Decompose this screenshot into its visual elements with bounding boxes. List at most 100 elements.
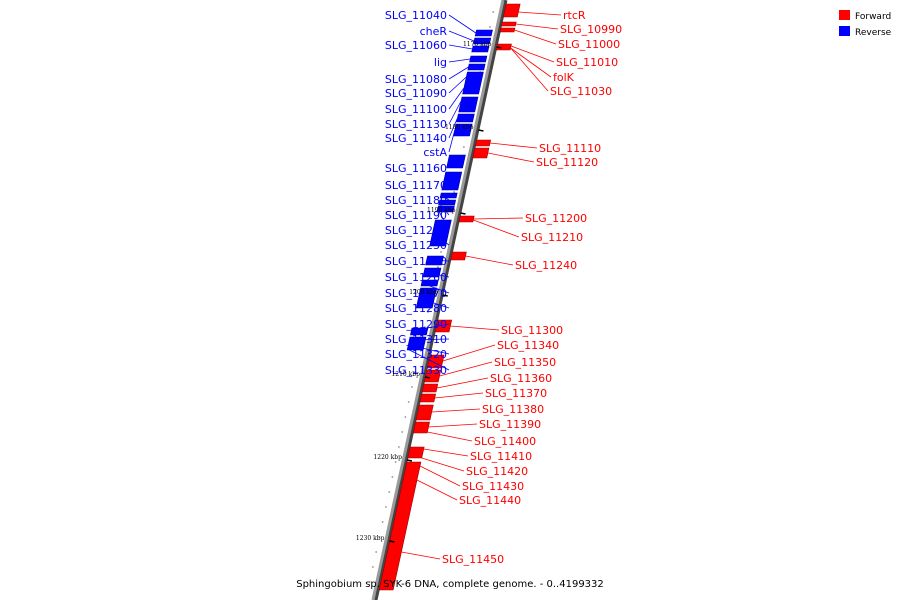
kbp-label: 1180 kbp <box>445 124 474 131</box>
gene-block <box>415 287 437 309</box>
forward-gene-label: SLG_11030 <box>550 85 612 98</box>
leader-line <box>444 174 450 186</box>
kbp-label: 1200 kbp <box>409 289 438 296</box>
leader-line <box>408 344 450 355</box>
gene-block <box>446 154 466 169</box>
reverse-gene-label: SLG_11130 <box>385 118 447 131</box>
reverse-gene-label: SLG_11090 <box>385 87 447 100</box>
gene-block <box>471 45 490 53</box>
leader-line <box>448 30 475 42</box>
kbp-tick <box>442 294 448 297</box>
leader-line <box>442 344 496 362</box>
leader-line <box>421 457 465 472</box>
reverse-gene-label: SLG_11280 <box>385 302 447 315</box>
gene-block <box>499 27 516 33</box>
forward-gene-label: SLG_11200 <box>525 212 587 225</box>
reverse-gene-label: SLG_11080 <box>385 73 447 86</box>
forward-gene-label: SLG_11440 <box>459 494 521 507</box>
gene-block <box>407 446 425 459</box>
leader-line <box>473 217 524 220</box>
gene-block <box>500 21 517 27</box>
gene-block <box>415 404 434 421</box>
forward-gene-label: SLG_11000 <box>558 38 620 51</box>
forward-gene-label: SLG_11370 <box>485 387 547 400</box>
leader-line <box>432 232 450 246</box>
leader-line <box>423 271 450 278</box>
forward-gene-label: SLG_11120 <box>536 156 598 169</box>
leader-line <box>487 152 535 163</box>
gene-block <box>436 205 455 213</box>
gene-block <box>423 369 442 383</box>
gene-block <box>495 43 512 51</box>
reverse-gene-label: SLG_11100 <box>385 103 447 116</box>
gene-block <box>472 147 490 159</box>
forward-gene-label: SLG_11450 <box>442 553 504 566</box>
reverse-gene-label: SLG_11250 <box>385 255 447 268</box>
leader-line <box>448 87 465 110</box>
legend-forward-label: Forward <box>855 12 891 22</box>
gene-block <box>434 319 453 333</box>
leader-line <box>401 551 441 560</box>
leader-line <box>514 29 557 45</box>
legend: Forward Reverse <box>839 10 892 38</box>
forward-gene-label: SLG_10990 <box>560 23 622 36</box>
genome-backbone <box>371 0 508 600</box>
legend-reverse-label: Reverse <box>855 28 892 38</box>
forward-gene-label: SLG_11430 <box>462 480 524 493</box>
leader-line <box>448 100 462 125</box>
gene-block <box>426 354 445 369</box>
gene-block <box>474 139 492 147</box>
gene-block <box>458 96 479 113</box>
forward-gene-label: SLG_11400 <box>474 435 536 448</box>
leader-line <box>510 45 555 63</box>
leader-line <box>416 479 458 501</box>
leader-line <box>473 219 520 238</box>
gene-block <box>467 63 486 71</box>
legend-forward-swatch <box>839 10 850 20</box>
gene-block <box>429 219 452 247</box>
kbp-tick <box>478 129 484 132</box>
forward-gene-label: folK <box>553 71 575 84</box>
reverse-gene-label: cheR <box>420 25 448 38</box>
backbone-shadow <box>372 0 508 600</box>
gene-block <box>474 29 493 37</box>
gene-block <box>441 171 463 191</box>
leader-line <box>450 325 500 331</box>
forward-gene-label: SLG_11420 <box>466 465 528 478</box>
leader-line <box>465 255 514 266</box>
reverse-gene-label: SLG_11040 <box>385 9 447 22</box>
kbp-tick <box>424 376 431 379</box>
reverse-gene-label: SLG_11230 <box>385 239 447 252</box>
reverse-gene-label: SLG_11140 <box>385 132 447 145</box>
leader-line <box>431 408 481 413</box>
leader-line <box>510 47 549 92</box>
leader-line <box>427 431 473 442</box>
kbp-label: 1230 kbp <box>356 535 385 542</box>
leader-line <box>426 259 450 262</box>
reverse-gene-label: SLG_11330 <box>385 364 447 377</box>
forward-gene-label: SLG_11390 <box>479 418 541 431</box>
reverse-gene-label: SLG_11160 <box>385 162 447 175</box>
kbp-tick <box>496 46 502 49</box>
kbp-label: 1190 kbp <box>427 207 456 214</box>
leader-line <box>421 282 450 294</box>
kbp-tick <box>460 212 466 215</box>
reverse-gene-label: SLG_11060 <box>385 39 447 52</box>
gene-block <box>450 251 467 261</box>
reverse-gene-label: SLG_11270 <box>385 287 447 300</box>
gene-block <box>412 421 430 434</box>
forward-gene-label: SLG_11240 <box>515 259 577 272</box>
reverse-gene-label: SLG_11190 <box>385 209 447 222</box>
reverse-gene-label: SLG_11170 <box>385 179 447 192</box>
gene-block <box>458 215 475 223</box>
gene-block <box>462 71 484 95</box>
leader-line <box>411 323 450 332</box>
leader-line <box>428 423 478 428</box>
reverse-gene-label: lig <box>434 56 447 69</box>
leader-line <box>448 129 456 153</box>
leader-line <box>448 58 471 63</box>
leader-line <box>440 194 450 201</box>
leader-line <box>438 202 450 216</box>
kbp-tick <box>406 459 413 462</box>
reverse-gene-label: SLG_11220 <box>385 224 447 237</box>
